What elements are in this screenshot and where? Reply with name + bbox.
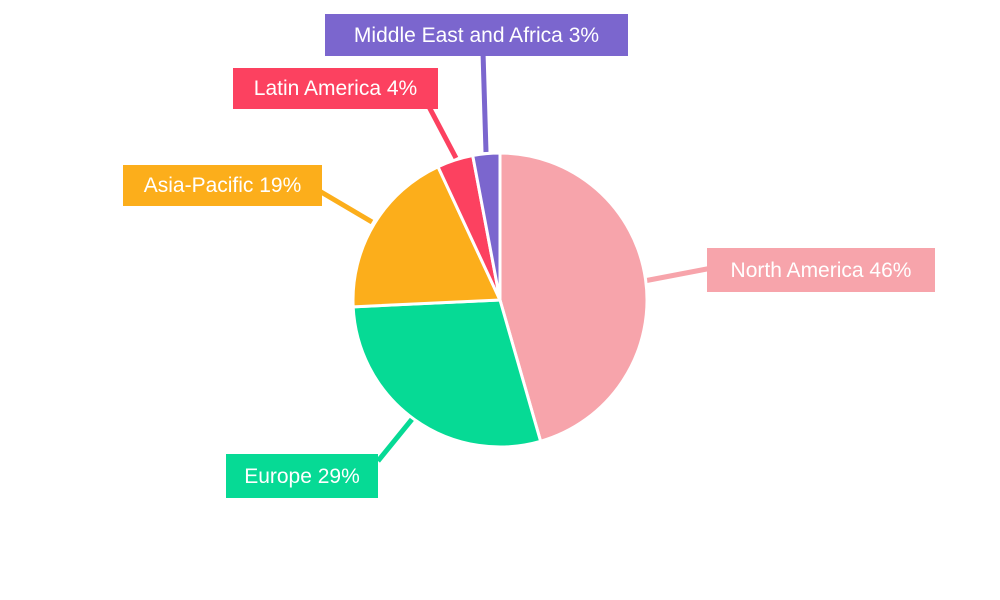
pie-slice-asia-pacific	[351, 165, 502, 309]
leader-line-asia-pacific	[314, 186, 374, 225]
leader-line-latin-america	[424, 101, 459, 160]
callout-label-middle-east-and-africa: Middle East and Africa 3%	[325, 14, 628, 56]
leader-line-europe	[376, 416, 415, 463]
callout-label-europe: Europe 29%	[226, 454, 378, 498]
pie-slice-middle-east-and-africa	[471, 151, 502, 302]
callout-label-asia-pacific: Asia-Pacific 19%	[123, 165, 322, 206]
callout-label-latin-america: Latin America 4%	[233, 68, 438, 109]
pie-slice-europe	[351, 298, 543, 449]
callout-label-north-america: North America 46%	[707, 248, 935, 292]
leader-line-middle-east-and-africa	[480, 51, 489, 153]
pie-slice-north-america	[498, 151, 649, 443]
leader-line-north-america	[643, 265, 713, 284]
